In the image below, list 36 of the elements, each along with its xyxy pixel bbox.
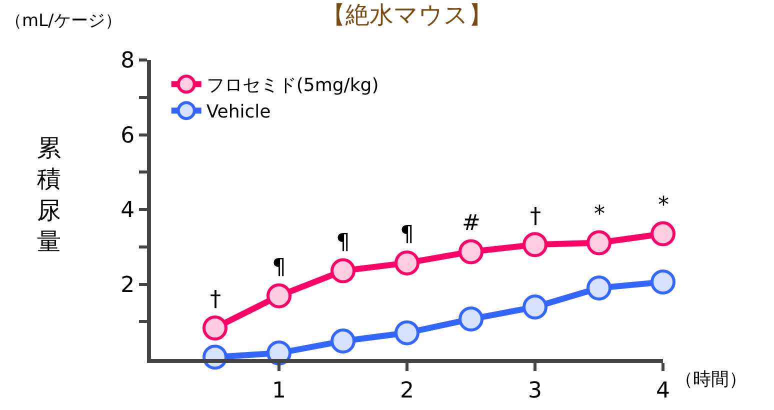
annotation: ¶ [336,230,350,255]
point [458,306,484,332]
point [330,328,356,354]
annotation: † [530,204,541,229]
point [202,315,228,340]
y-tick-label: 2 [120,272,135,298]
chart-title: 【絶水マウス】 [322,0,492,29]
annotation: * [594,202,605,227]
point [394,320,420,346]
y-axis-title: 累積尿量 [37,134,61,256]
y-tick-label: 8 [120,48,135,74]
legend-label: フロセミド(5mg/kg) [206,75,379,96]
point [650,221,676,246]
point [586,230,612,256]
annotation: ¶ [272,255,286,280]
annotation: # [462,211,480,236]
x-tick-label: 4 [656,378,670,404]
x-tick-label: 2 [400,378,414,404]
annotation: ¶ [400,222,414,247]
legend-label: Vehicle [206,102,271,123]
point [522,232,548,258]
x-tick-label: 1 [272,378,286,404]
annotation: * [658,193,669,218]
y-tick-label: 4 [120,198,135,224]
annotation: † [210,287,221,312]
point [458,239,484,264]
point [650,270,676,294]
text: （mL/ケージ） [5,11,122,31]
point [266,283,292,308]
x-axis-title: （時間） [675,369,747,390]
point [394,250,420,276]
x-tick-label: 3 [528,378,542,404]
point [586,275,612,300]
point [330,258,356,284]
y-tick-label: 6 [120,123,135,148]
point [522,294,548,320]
